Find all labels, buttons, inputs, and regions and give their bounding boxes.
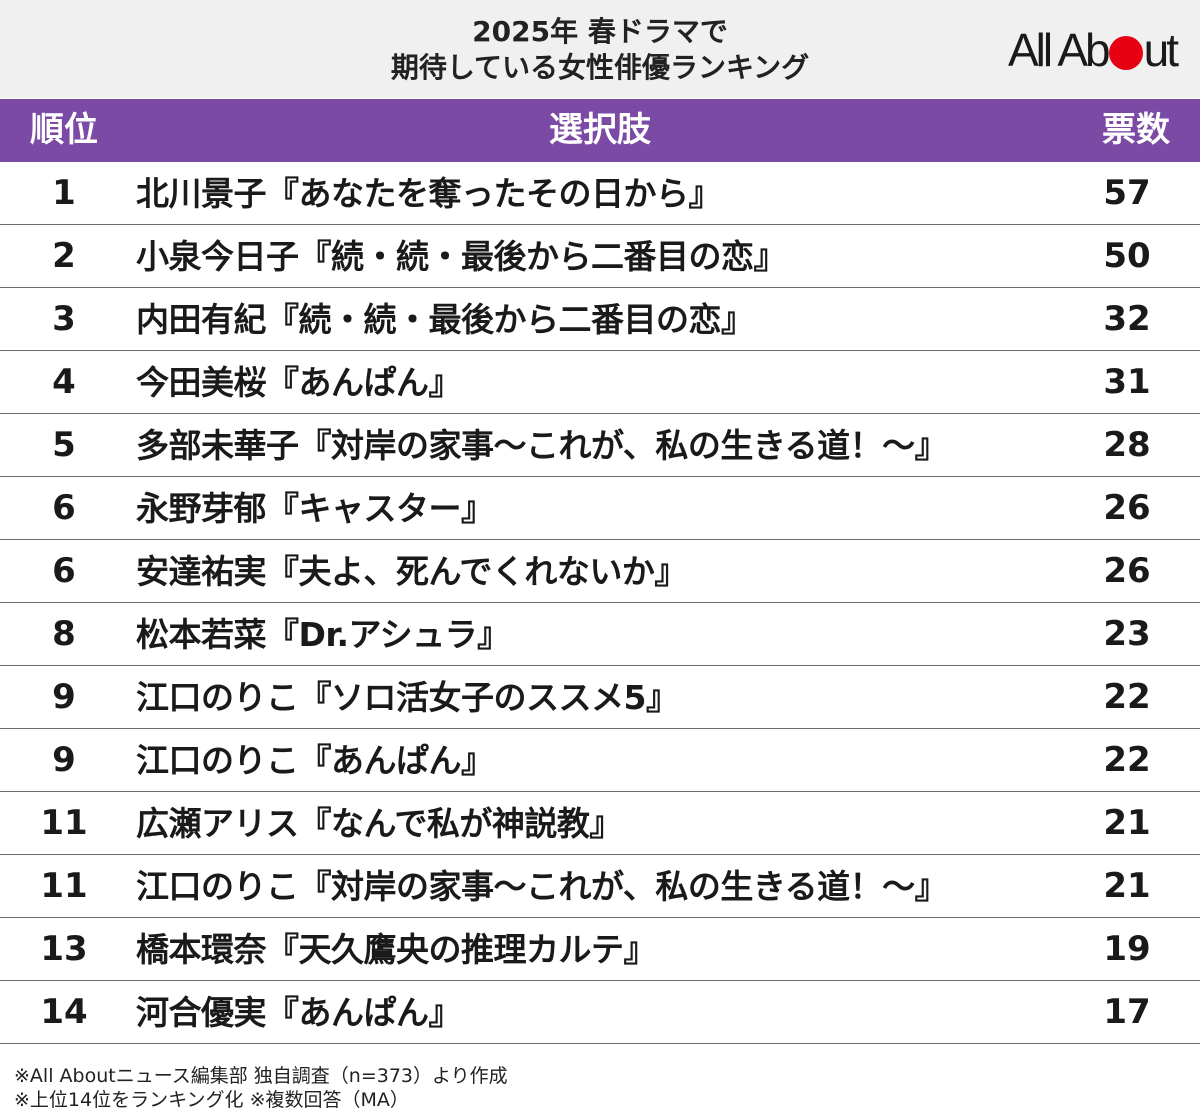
all-about-logo: All Ab ut: [1007, 22, 1179, 78]
choice-cell: 江口のりこ『対岸の家事～これが、私の生きる道！～』: [136, 867, 948, 906]
rank-cell: 4: [52, 362, 76, 402]
rank-cell: 8: [52, 614, 76, 654]
column-header-rank: 順位: [30, 110, 98, 150]
choice-cell: 永野芽郁『キャスター』: [136, 489, 494, 528]
table-row: 11 江口のりこ『対岸の家事～これが、私の生きる道！～』 21: [0, 855, 1200, 918]
votes-cell: 26: [1103, 488, 1151, 528]
rank-cell: 13: [40, 929, 88, 969]
footer-note-method: ※上位14位をランキング化 ※複数回答（MA）: [14, 1089, 409, 1111]
page-title: 2025年 春ドラマで 期待している女性俳優ランキング: [300, 14, 900, 86]
table-header: 順位 選択肢 票数: [0, 99, 1200, 162]
choice-cell: 小泉今日子『続・続・最後から二番目の恋』: [136, 237, 787, 276]
title-line-2: 期待している女性俳優ランキング: [390, 51, 810, 84]
rank-cell: 11: [40, 803, 88, 843]
votes-cell: 57: [1103, 173, 1151, 213]
votes-cell: 17: [1103, 992, 1151, 1032]
rank-cell: 6: [52, 551, 76, 591]
table-row: 5 多部未華子『対岸の家事～これが、私の生きる道！～』 28: [0, 414, 1200, 477]
table-row: 14 河合優実『あんぱん』 17: [0, 981, 1200, 1044]
table-row: 13 橋本環奈『天久鷹央の推理カルテ』 19: [0, 918, 1200, 981]
votes-cell: 28: [1103, 425, 1151, 465]
rank-cell: 3: [52, 299, 76, 339]
logo-text-end: ut: [1143, 24, 1179, 76]
votes-cell: 21: [1103, 866, 1151, 906]
votes-cell: 19: [1103, 929, 1151, 969]
votes-cell: 22: [1103, 677, 1151, 717]
logo-text-start: All Ab: [1007, 24, 1111, 76]
title-line-1: 2025年 春ドラマで: [472, 15, 728, 48]
votes-cell: 31: [1103, 362, 1151, 402]
choice-cell: 橋本環奈『天久鷹央の推理カルテ』: [136, 930, 657, 969]
choice-cell: 内田有紀『続・続・最後から二番目の恋』: [136, 300, 754, 339]
ranking-table-body: 1 北川景子『あなたを奪ったその日から』 57 2 小泉今日子『続・続・最後から…: [0, 162, 1200, 1044]
rank-cell: 9: [52, 740, 76, 780]
table-row: 4 今田美桜『あんぱん』 31: [0, 351, 1200, 414]
footer-note-source: ※All Aboutニュース編集部 独自調査（n=373）より作成: [14, 1065, 508, 1087]
table-row: 1 北川景子『あなたを奪ったその日から』 57: [0, 162, 1200, 225]
column-header-votes: 票数: [1102, 110, 1170, 150]
table-row: 9 江口のりこ『あんぱん』 22: [0, 729, 1200, 792]
votes-cell: 50: [1103, 236, 1151, 276]
table-row: 6 安達祐実『夫よ、死んでくれないか』 26: [0, 540, 1200, 603]
footer-notes: ※All Aboutニュース編集部 独自調査（n=373）より作成 ※上位14位…: [14, 1064, 508, 1112]
table-row: 3 内田有紀『続・続・最後から二番目の恋』 32: [0, 288, 1200, 351]
choice-cell: 安達祐実『夫よ、死んでくれないか』: [136, 552, 687, 591]
rank-cell: 1: [52, 173, 76, 213]
votes-cell: 21: [1103, 803, 1151, 843]
choice-cell: 多部未華子『対岸の家事～これが、私の生きる道！～』: [136, 426, 948, 465]
choice-cell: 江口のりこ『ソロ活女子のススメ5』: [136, 678, 679, 717]
votes-cell: 26: [1103, 551, 1151, 591]
choice-cell: 北川景子『あなたを奪ったその日から』: [136, 174, 722, 213]
rank-cell: 2: [52, 236, 76, 276]
page-header: 2025年 春ドラマで 期待している女性俳優ランキング All Ab ut: [0, 0, 1200, 98]
rank-cell: 6: [52, 488, 76, 528]
votes-cell: 32: [1103, 299, 1151, 339]
choice-cell: 松本若菜『Dr.アシュラ』: [136, 615, 510, 654]
choice-cell: 今田美桜『あんぱん』: [136, 363, 462, 402]
table-row: 2 小泉今日子『続・続・最後から二番目の恋』 50: [0, 225, 1200, 288]
choice-cell: 江口のりこ『あんぱん』: [136, 741, 494, 780]
votes-cell: 22: [1103, 740, 1151, 780]
table-row: 11 広瀬アリス『なんで私が神説教』 21: [0, 792, 1200, 855]
table-row: 8 松本若菜『Dr.アシュラ』 23: [0, 603, 1200, 666]
choice-cell: 河合優実『あんぱん』: [136, 993, 462, 1032]
rank-cell: 11: [40, 866, 88, 906]
table-row: 6 永野芽郁『キャスター』 26: [0, 477, 1200, 540]
column-header-choice: 選択肢: [549, 110, 651, 150]
rank-cell: 5: [52, 425, 76, 465]
table-row: 9 江口のりこ『ソロ活女子のススメ5』 22: [0, 666, 1200, 729]
rank-cell: 14: [40, 992, 88, 1032]
choice-cell: 広瀬アリス『なんで私が神説教』: [136, 804, 622, 843]
votes-cell: 23: [1103, 614, 1151, 654]
rank-cell: 9: [52, 677, 76, 717]
logo-red-dot-icon: [1108, 36, 1143, 70]
